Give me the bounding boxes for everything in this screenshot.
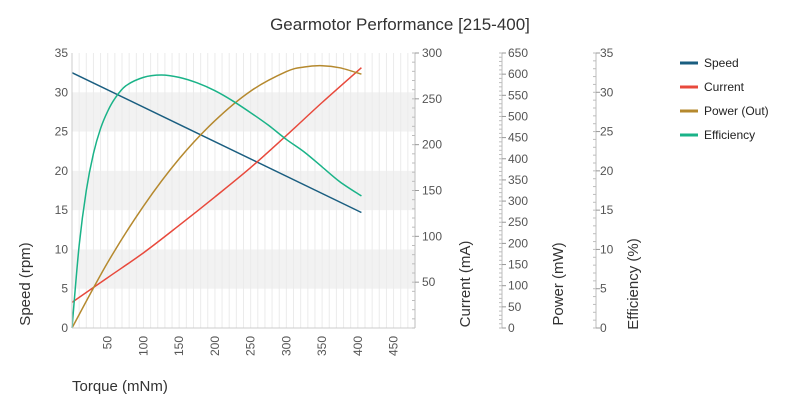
efficiency-tick-label: 25 — [600, 125, 614, 139]
series-line-power-out — [71, 64, 362, 329]
chart-title: Gearmotor Performance [215-400] — [270, 15, 530, 34]
legend-label-current: Current — [704, 80, 745, 94]
x-tick-label: 450 — [387, 336, 401, 356]
current-tick-label: 150 — [422, 184, 442, 198]
x-tick-label: 350 — [315, 336, 329, 356]
power-tick-label: 400 — [508, 152, 528, 166]
power-tick-label: 200 — [508, 236, 528, 250]
efficiency-tick-label: 20 — [600, 164, 614, 178]
power-tick-label: 500 — [508, 109, 528, 123]
axes: 50 100 150 200 250 300 350 400 45005101520253035… — [17, 46, 642, 356]
efficiency-tick-label: 15 — [600, 203, 614, 217]
speed-tick-label: 35 — [55, 46, 69, 60]
series-line-efficiency — [71, 74, 362, 329]
power-tick-label: 150 — [508, 258, 528, 272]
current-tick-label: 50 — [422, 275, 436, 289]
x-axis-title: Torque (mNm) — [72, 378, 168, 395]
speed-tick-label: 10 — [55, 242, 69, 256]
series-line-speed — [71, 71, 362, 214]
power-tick-label: 100 — [508, 279, 528, 293]
power-tick-label: 0 — [508, 321, 515, 335]
x-tick-label: 100 — [136, 336, 150, 356]
speed-tick-label: 20 — [55, 164, 69, 178]
efficiency-tick-label: 0 — [600, 321, 607, 335]
legend-label-power-out: Power (Out) — [704, 104, 769, 118]
current-tick-label: 200 — [422, 138, 442, 152]
legend-label-speed: Speed — [704, 56, 739, 70]
x-tick-label: 250 — [244, 336, 258, 356]
speed-tick-label: 30 — [55, 85, 69, 99]
legend-label-efficiency: Efficiency — [704, 128, 755, 142]
efficiency-tick-label: 35 — [600, 46, 614, 60]
power-tick-label: 50 — [508, 300, 522, 314]
speed-tick-label: 0 — [61, 321, 68, 335]
speed-axis-title: Speed (rpm) — [17, 242, 34, 325]
power-tick-label: 650 — [508, 46, 528, 60]
current-tick-label: 250 — [422, 92, 442, 106]
power-tick-label: 600 — [508, 67, 528, 81]
efficiency-tick-label: 5 — [600, 282, 607, 296]
legend: Speed Current Power (Out) Efficiency — [680, 56, 769, 142]
current-axis-title: Current (mA) — [457, 241, 474, 328]
current-tick-label: 300 — [422, 46, 442, 60]
speed-tick-label: 15 — [55, 203, 69, 217]
x-tick-label: 50 — [101, 336, 115, 350]
current-tick-label: 100 — [422, 229, 442, 243]
power-axis-title: Power (mW) — [550, 242, 567, 325]
efficiency-tick-label: 10 — [600, 242, 614, 256]
power-tick-label: 350 — [508, 173, 528, 187]
speed-tick-label: 5 — [61, 282, 68, 296]
power-tick-label: 300 — [508, 194, 528, 208]
series-lines — [71, 64, 362, 329]
power-tick-label: 450 — [508, 131, 528, 145]
x-tick-label: 300 — [279, 336, 293, 356]
power-tick-label: 550 — [508, 88, 528, 102]
efficiency-tick-label: 30 — [600, 85, 614, 99]
x-tick-label: 400 — [351, 336, 365, 356]
series-line-current — [71, 67, 362, 303]
efficiency-axis-title: Efficiency (%) — [625, 238, 642, 329]
x-tick-label: 150 — [172, 336, 186, 356]
speed-tick-label: 25 — [55, 125, 69, 139]
power-tick-label: 250 — [508, 215, 528, 229]
x-tick-label: 200 — [208, 336, 222, 356]
